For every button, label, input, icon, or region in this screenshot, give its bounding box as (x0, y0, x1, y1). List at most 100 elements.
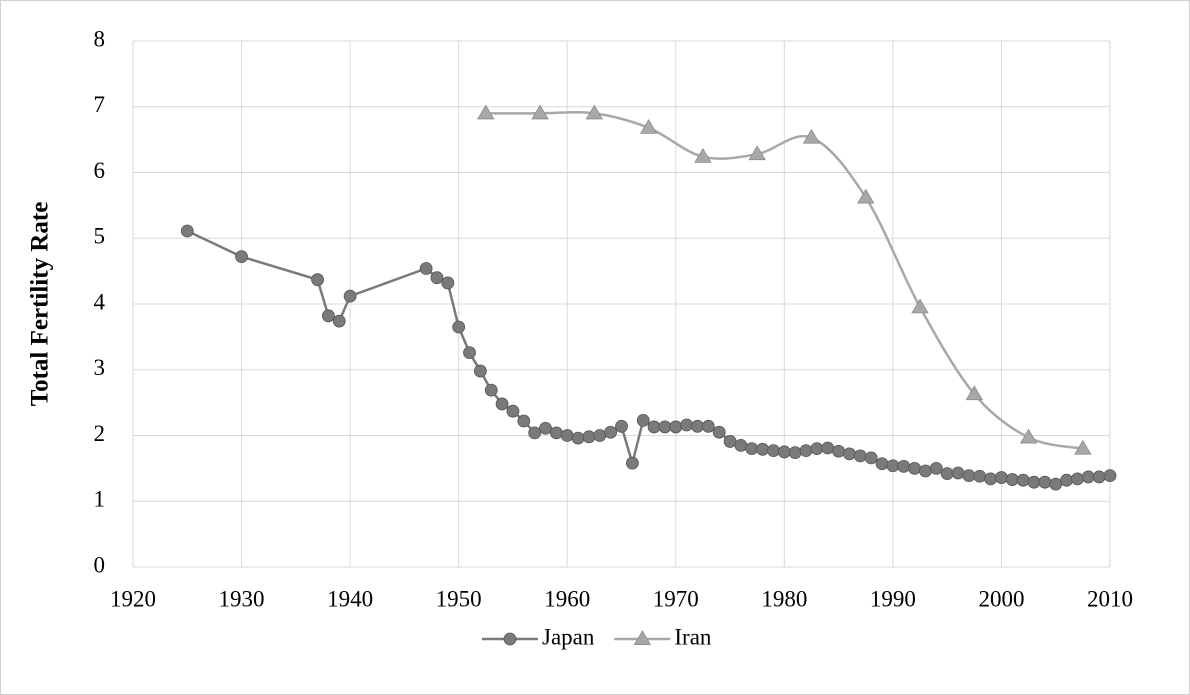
y-tick-label: 8 (94, 26, 106, 51)
data-point (625, 456, 639, 470)
data-point (984, 472, 997, 486)
data-point (886, 459, 900, 473)
data-point (669, 420, 683, 434)
x-tick-label: 1990 (870, 586, 916, 611)
data-point (1092, 470, 1106, 484)
data-point (1071, 472, 1084, 486)
data-point (1074, 439, 1092, 455)
data-point (1103, 469, 1117, 483)
data-point (723, 435, 737, 448)
data-point (767, 444, 780, 458)
data-point (1019, 428, 1038, 444)
data-point (517, 414, 531, 428)
data-point (615, 419, 628, 433)
data-point (973, 469, 987, 483)
data-point (919, 464, 932, 478)
data-point (745, 442, 759, 456)
legend-marker (503, 632, 517, 646)
x-tick-label: 1940 (327, 586, 373, 611)
data-point (701, 419, 715, 433)
data-point (1038, 475, 1052, 489)
data-point (712, 425, 726, 439)
data-point (539, 421, 552, 435)
data-point (908, 461, 921, 475)
data-point (430, 271, 444, 285)
data-point (1081, 470, 1095, 484)
data-point (452, 320, 466, 334)
x-tick-label: 1920 (110, 586, 156, 611)
data-point (506, 404, 520, 418)
x-tick-label: 1980 (761, 586, 807, 611)
data-point (864, 451, 878, 465)
y-tick-label: 5 (94, 224, 106, 249)
data-point (582, 430, 596, 444)
data-point (477, 104, 495, 120)
data-point (951, 466, 965, 480)
y-tick-label: 4 (94, 289, 106, 314)
data-point (821, 441, 835, 455)
x-tick-label: 1970 (653, 586, 699, 611)
data-point (531, 104, 549, 120)
y-tick-label: 7 (94, 92, 106, 117)
data-point (1005, 473, 1019, 486)
data-point (875, 457, 889, 471)
data-point (940, 467, 954, 481)
x-tick-label: 2000 (978, 586, 1024, 611)
data-point (321, 309, 335, 323)
data-point (748, 145, 766, 161)
x-tick-label: 2010 (1087, 586, 1133, 611)
data-point (777, 445, 791, 459)
y-tick-label: 1 (94, 487, 106, 512)
data-point (691, 419, 704, 433)
data-point (571, 431, 585, 445)
y-tick-label: 6 (94, 158, 106, 183)
data-point (694, 147, 712, 163)
data-point (636, 413, 650, 427)
data-point (929, 461, 943, 475)
y-axis-label: Total Fertility Rate (27, 202, 54, 407)
data-point (647, 420, 661, 434)
data-point (463, 346, 476, 360)
data-point (734, 438, 748, 452)
data-point (911, 298, 929, 314)
y-tick-label: 3 (94, 355, 106, 380)
data-point (585, 104, 604, 120)
legend-label: Iran (674, 624, 712, 649)
data-point (441, 276, 455, 290)
data-point (756, 442, 770, 456)
x-tick-label: 1950 (436, 586, 482, 611)
y-tick-label: 2 (94, 421, 106, 446)
data-point (897, 460, 911, 473)
data-point (802, 128, 821, 144)
data-point (857, 188, 875, 204)
x-tick-label: 1960 (544, 586, 590, 611)
data-point (962, 469, 976, 483)
data-point (1027, 475, 1041, 489)
data-point (473, 364, 487, 378)
data-point (965, 385, 984, 401)
data-point (1060, 473, 1073, 487)
data-point (639, 119, 658, 134)
data-point (419, 262, 433, 275)
data-point (311, 273, 324, 287)
data-point (1016, 473, 1030, 487)
data-point (528, 426, 542, 440)
data-point (484, 383, 498, 397)
data-point (593, 429, 607, 442)
data-point (235, 250, 248, 264)
data-point (658, 420, 672, 434)
data-point (604, 425, 618, 439)
data-point (843, 447, 856, 461)
data-point (788, 446, 802, 459)
data-point (853, 449, 867, 463)
data-point (832, 444, 846, 458)
data-point (680, 418, 694, 432)
data-point (810, 442, 824, 456)
data-point (343, 289, 357, 303)
legend-marker (633, 630, 652, 645)
data-point (332, 314, 346, 328)
x-tick-label: 1930 (219, 586, 265, 611)
data-point (560, 429, 574, 442)
data-point (1049, 477, 1063, 491)
